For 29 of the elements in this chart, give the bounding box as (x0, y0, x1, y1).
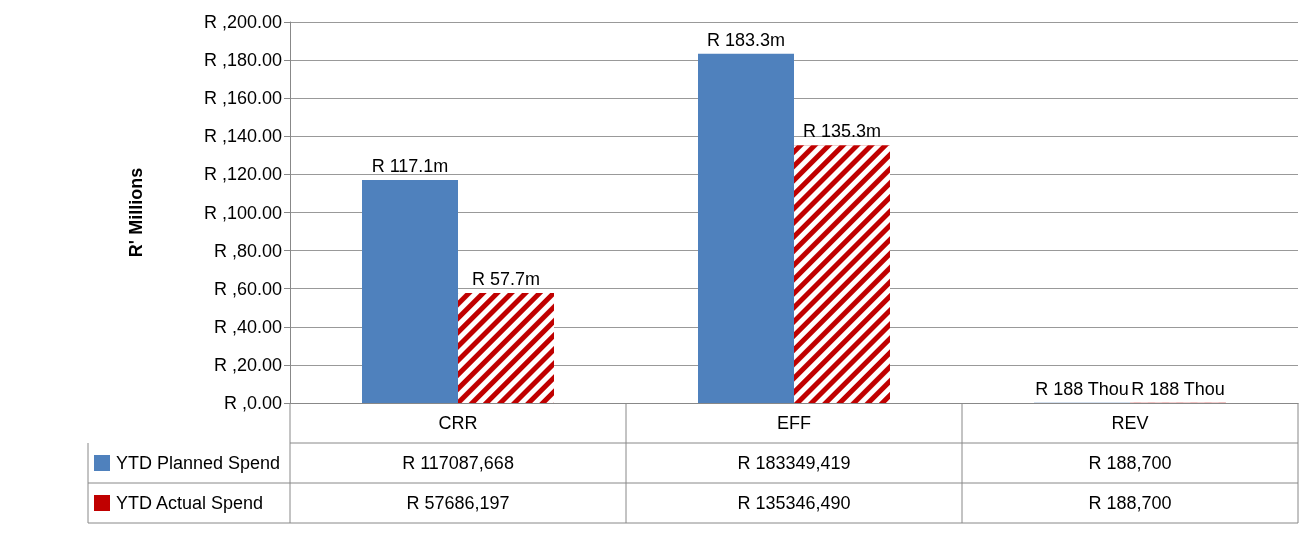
y-tick-label: R ,180.00 (203, 50, 282, 71)
y-tick-label: R ,40.00 (213, 316, 282, 337)
text: R 183349,419 (737, 453, 851, 473)
data-label: R 188 Thou (1035, 378, 1129, 399)
y-tick-label: R ,0.00 (223, 393, 282, 413)
y-tick-label: R ,200.00 (203, 12, 282, 32)
y-axis-title: R' Millions (126, 167, 146, 258)
data-label: R 117.1m (371, 155, 449, 176)
legend-label: YTD Planned Spend (116, 453, 281, 473)
y-tick-label: R ,120.00 (203, 164, 282, 185)
y-tick-label: R ,60.00 (213, 278, 282, 299)
text: R 188,700 (1088, 453, 1172, 473)
x-tick-label: REV (1111, 413, 1149, 433)
data-label: R 135.3m (802, 121, 882, 142)
x-tick-label: EFF (777, 413, 811, 433)
data-label: R 57.7m (471, 269, 541, 290)
y-tick-label: R ,20.00 (213, 354, 282, 375)
y-tick-label: R ,140.00 (203, 126, 282, 147)
y-tick-label: R ,100.00 (203, 202, 282, 223)
y-tick-label: R ,80.00 (213, 240, 282, 261)
data-label: R 188 Thou (1131, 378, 1225, 399)
text: R 135346,490 (737, 493, 851, 513)
text: R 57686,197 (406, 493, 510, 513)
legend-label: YTD Actual Spend (116, 493, 264, 513)
text: R 117087,668 (402, 453, 514, 473)
y-tick-label: R ,160.00 (203, 88, 282, 109)
text: R 188,700 (1088, 493, 1172, 513)
x-tick-label: CRR (438, 413, 478, 433)
data-label: R 183.3m (706, 29, 786, 50)
